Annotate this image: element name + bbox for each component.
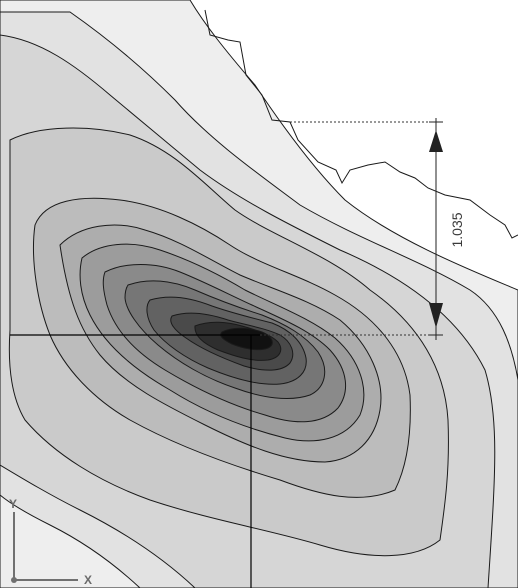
axis-triad: Y X	[9, 497, 92, 587]
dimension-value-label: 1.035	[449, 212, 465, 247]
triad-y-label: Y	[9, 497, 17, 511]
contour-band-peak	[220, 327, 273, 351]
section-crosshair[interactable]	[10, 334, 260, 588]
triad-origin-icon	[11, 577, 17, 583]
dimension-arrow-top-icon	[429, 130, 443, 152]
dimension-annotation[interactable]: 1.035	[260, 118, 465, 340]
triad-x-label: X	[84, 573, 92, 587]
dimension-arrow-bottom-icon	[429, 303, 443, 328]
jagged-boundary-line	[204, 9, 518, 239]
